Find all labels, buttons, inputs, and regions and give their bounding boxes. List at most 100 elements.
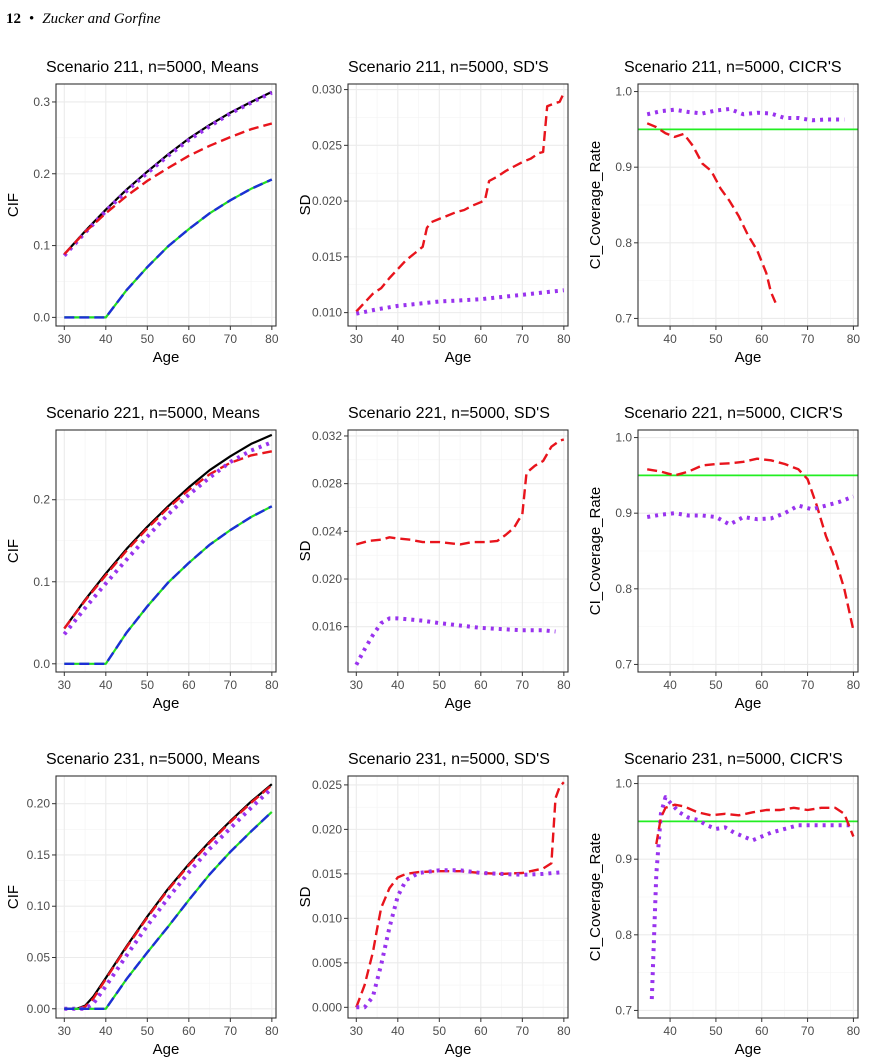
x-tick-label: 80 bbox=[265, 1024, 279, 1038]
chart-panel-3: Scenario 211, n=5000, CICR'S 40 50 60 70 80 0.… bbox=[587, 59, 860, 366]
y-tick-label: 0.0 bbox=[33, 657, 50, 671]
chart-title: Scenario 231, n=5000, SD'S bbox=[348, 751, 550, 768]
x-axis-label: Age bbox=[153, 1041, 180, 1058]
running-head-authors: Zucker and Gorfine bbox=[42, 10, 161, 27]
series-line-2 bbox=[354, 616, 556, 666]
plot-border bbox=[55, 429, 277, 673]
x-tick-label: 70 bbox=[224, 678, 238, 692]
page-number: 12 bbox=[6, 10, 21, 27]
y-tick-label: 0.025 bbox=[312, 778, 342, 792]
y-tick-label: 1.0 bbox=[615, 431, 632, 445]
chart-title: Scenario 211, n=5000, CICR'S bbox=[624, 59, 842, 76]
x-tick-label: 50 bbox=[141, 332, 155, 346]
y-tick-label: 0.032 bbox=[312, 429, 342, 443]
page-header: 12 • Zucker and Gorfine bbox=[6, 6, 161, 32]
chart-panel-7: Scenario 231, n=5000, Means 30 40 50 60 70 80 0… bbox=[5, 751, 279, 1058]
series-line-3 bbox=[63, 122, 273, 256]
x-tick-label: 40 bbox=[663, 1024, 677, 1038]
plot-border bbox=[55, 83, 277, 327]
y-tick-label: 0.05 bbox=[27, 951, 51, 965]
y-tick-label: 0.1 bbox=[33, 239, 50, 253]
x-tick-label: 40 bbox=[99, 1024, 113, 1038]
plot-border bbox=[637, 429, 859, 673]
chart-title: Scenario 211, n=5000, SD'S bbox=[348, 59, 549, 76]
x-tick-label: 50 bbox=[709, 332, 723, 346]
x-tick-label: 50 bbox=[141, 1024, 155, 1038]
chart-panel-4: Scenario 221, n=5000, Means 30 40 50 60 70 80 0… bbox=[5, 405, 279, 712]
series-line-1 bbox=[63, 433, 273, 630]
series-line-1 bbox=[647, 457, 855, 631]
x-tick-label: 40 bbox=[663, 332, 677, 346]
y-axis-label: CIF bbox=[5, 193, 22, 217]
y-tick-label: 0.1 bbox=[33, 575, 50, 589]
y-tick-label: 0.15 bbox=[27, 848, 51, 862]
x-tick-label: 30 bbox=[58, 1024, 72, 1038]
x-tick-label: 70 bbox=[801, 332, 815, 346]
series-line-1 bbox=[355, 92, 565, 313]
y-axis-label: CI_Coverage_Rate bbox=[587, 487, 604, 615]
y-tick-label: 0.020 bbox=[312, 822, 342, 836]
y-tick-label: 0.015 bbox=[312, 867, 342, 881]
x-tick-label: 70 bbox=[801, 678, 815, 692]
y-tick-label: 0.005 bbox=[312, 956, 342, 970]
y-tick-label: 0.3 bbox=[33, 95, 50, 109]
y-tick-label: 0.9 bbox=[615, 160, 632, 174]
chart-panel-9: Scenario 231, n=5000, CICR'S 40 50 60 70 80 0.… bbox=[587, 751, 860, 1058]
chart-panel-2: Scenario 211, n=5000, SD'S 30 40 50 60 70 80 0.… bbox=[297, 59, 571, 366]
x-tick-label: 30 bbox=[350, 332, 364, 346]
y-axis-label: CI_Coverage_Rate bbox=[587, 141, 604, 269]
series-line-2 bbox=[655, 803, 855, 845]
y-tick-label: 0.020 bbox=[312, 194, 342, 208]
x-axis-label: Age bbox=[445, 695, 472, 712]
y-tick-label: 0.8 bbox=[615, 928, 632, 942]
x-tick-label: 60 bbox=[474, 332, 488, 346]
chart-panel-5: Scenario 221, n=5000, SD'S 30 40 50 60 70 80 0.… bbox=[297, 405, 571, 712]
y-tick-label: 0.8 bbox=[615, 236, 632, 250]
y-tick-label: 0.00 bbox=[27, 1002, 51, 1016]
chart-title: Scenario 231, n=5000, CICR'S bbox=[624, 751, 843, 768]
y-tick-label: 0.0 bbox=[33, 310, 50, 324]
x-tick-label: 80 bbox=[557, 332, 571, 346]
y-tick-label: 0.20 bbox=[27, 797, 51, 811]
y-tick-label: 0.9 bbox=[615, 852, 632, 866]
x-tick-label: 30 bbox=[58, 678, 72, 692]
chart-title: Scenario 231, n=5000, Means bbox=[46, 751, 260, 768]
series-line-2 bbox=[646, 122, 777, 304]
x-tick-label: 50 bbox=[433, 1024, 447, 1038]
x-tick-label: 60 bbox=[755, 678, 769, 692]
x-tick-label: 80 bbox=[847, 678, 861, 692]
y-axis-label: SD bbox=[297, 194, 314, 215]
x-tick-label: 40 bbox=[391, 332, 405, 346]
y-tick-label: 1.0 bbox=[615, 85, 632, 99]
y-tick-label: 1.0 bbox=[615, 777, 632, 791]
x-tick-label: 50 bbox=[709, 678, 723, 692]
series-line-5 bbox=[64, 505, 273, 665]
x-tick-label: 30 bbox=[350, 1024, 364, 1038]
x-tick-label: 60 bbox=[474, 678, 488, 692]
plot-border bbox=[55, 775, 277, 1019]
y-tick-label: 0.2 bbox=[33, 167, 50, 181]
plot-area bbox=[56, 84, 276, 326]
x-axis-label: Age bbox=[153, 349, 180, 366]
y-tick-label: 0.7 bbox=[615, 1003, 632, 1017]
plot-border bbox=[347, 775, 569, 1019]
y-tick-label: 0.000 bbox=[312, 1000, 342, 1014]
plot-border bbox=[347, 429, 569, 673]
y-tick-label: 0.020 bbox=[312, 572, 342, 586]
x-tick-label: 40 bbox=[99, 332, 113, 346]
series-line-2 bbox=[64, 784, 273, 1010]
series-line-5 bbox=[64, 178, 273, 319]
x-tick-label: 40 bbox=[391, 1024, 405, 1038]
y-tick-label: 0.7 bbox=[615, 311, 632, 325]
x-tick-label: 40 bbox=[99, 678, 113, 692]
series-line-1 bbox=[646, 107, 845, 123]
y-tick-label: 0.025 bbox=[312, 138, 342, 152]
x-tick-label: 70 bbox=[801, 1024, 815, 1038]
x-tick-label: 60 bbox=[182, 678, 196, 692]
x-tick-label: 70 bbox=[516, 332, 530, 346]
x-tick-label: 60 bbox=[755, 332, 769, 346]
x-tick-label: 50 bbox=[709, 1024, 723, 1038]
plot-border bbox=[347, 83, 569, 327]
chart-panel-8: Scenario 231, n=5000, SD'S 30 40 50 60 70 80 0.… bbox=[297, 751, 571, 1058]
